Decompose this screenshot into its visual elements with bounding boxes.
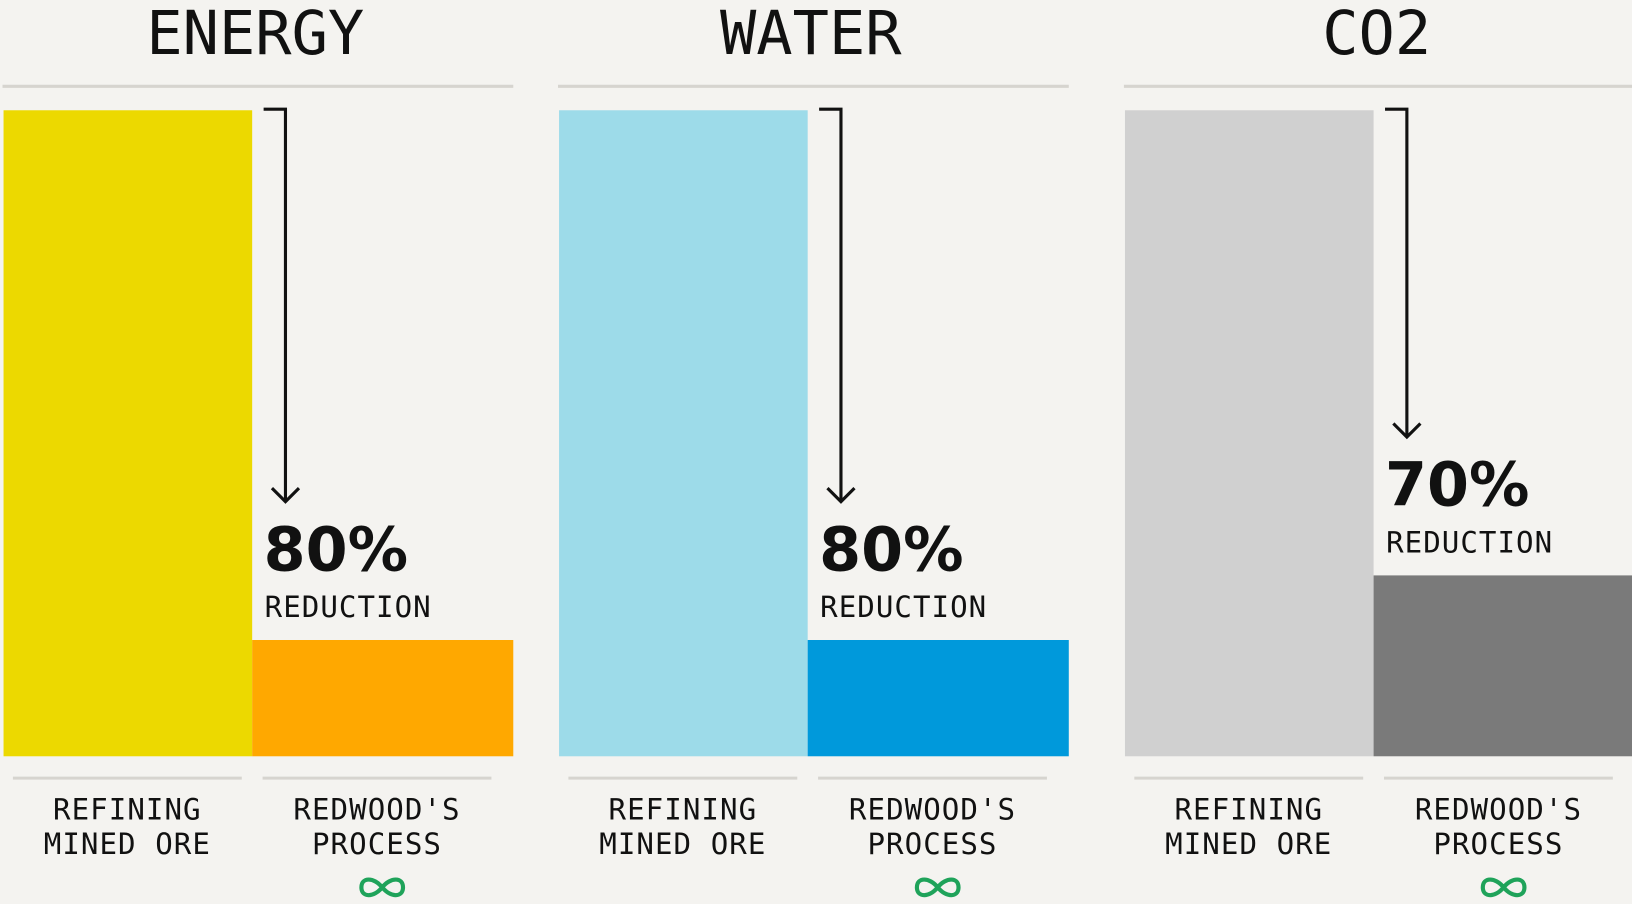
bar	[559, 110, 808, 757]
bar	[252, 639, 514, 757]
bar	[807, 639, 1069, 757]
arrow-head	[270, 487, 301, 504]
category-box: REFINING MINED ORE	[599, 792, 767, 862]
panel-title: WATER	[720, 0, 902, 69]
category-box: REDWOOD'S PROCESS	[293, 792, 461, 862]
category-label: REDWOOD'S PROCESS	[293, 792, 461, 862]
panel-title: CO2	[1322, 0, 1431, 69]
category-label: REFINING MINED ORE	[43, 792, 211, 862]
bar	[1373, 575, 1632, 757]
reduction-value: 80%	[264, 515, 408, 585]
arrow-head	[1392, 422, 1422, 440]
reduction-arrow	[263, 107, 288, 502]
redwood-icon	[359, 877, 406, 898]
bar	[3, 110, 253, 757]
reduction-arrow	[1385, 107, 1409, 438]
category-box: REFINING MINED ORE	[43, 792, 211, 862]
category-label: REDWOOD'S PROCESS	[1414, 792, 1583, 862]
category-label: REFINING MINED ORE	[1165, 792, 1333, 862]
category-label: REFINING MINED ORE	[599, 792, 767, 862]
category-label: REDWOOD'S PROCESS	[848, 792, 1017, 862]
bar	[1124, 110, 1374, 757]
category-box: REDWOOD'S PROCESS	[848, 792, 1017, 862]
reduction-label: REDUCTION	[265, 590, 432, 624]
reduction-label: REDUCTION	[1386, 526, 1553, 560]
reduction-label: REDUCTION	[820, 590, 987, 624]
category-box: REFINING MINED ORE	[1165, 792, 1333, 862]
redwood-icon	[1480, 877, 1527, 898]
reduction-value: 80%	[819, 515, 963, 585]
redwood-icon	[914, 877, 961, 898]
reduction-arrow	[819, 107, 843, 502]
panel-title: ENERGY	[146, 0, 364, 69]
arrow-head	[826, 487, 856, 504]
reduction-value: 70%	[1385, 451, 1529, 521]
category-box: REDWOOD'S PROCESS	[1414, 792, 1583, 862]
